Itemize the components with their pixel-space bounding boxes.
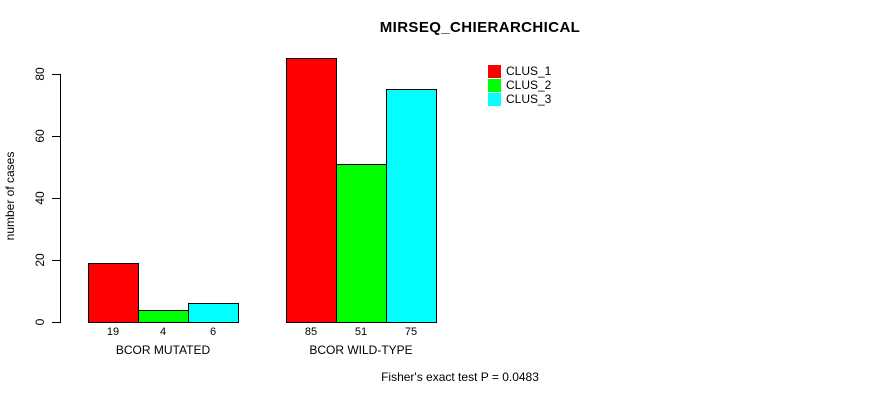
y-tick-label: 20 bbox=[33, 253, 47, 267]
legend-label: CLUS_1 bbox=[506, 64, 552, 78]
legend-swatch-clus-2 bbox=[488, 78, 501, 92]
chart-title: MIRSEQ_CHIERARCHICAL bbox=[379, 19, 581, 36]
legend-swatch-clus-1 bbox=[488, 64, 501, 78]
legend: CLUS_1 CLUS_2 CLUS_3 bbox=[488, 64, 551, 106]
bar-value-label: 75 bbox=[404, 326, 418, 338]
y-tick bbox=[52, 322, 60, 323]
legend-label: CLUS_3 bbox=[506, 92, 552, 106]
x-category-label: BCOR WILD-TYPE bbox=[309, 343, 413, 357]
legend-swatch-clus-3 bbox=[488, 92, 501, 106]
y-tick-label: 40 bbox=[33, 191, 47, 205]
footnote: Fisher's exact test P = 0.0483 bbox=[381, 370, 539, 384]
bar-bcor-wild-type-clus-2 bbox=[336, 164, 387, 323]
legend-item-clus-3: CLUS_3 bbox=[488, 92, 551, 106]
bar-bcor-wild-type-clus-3 bbox=[386, 89, 437, 323]
y-tick-label: 60 bbox=[33, 129, 47, 143]
bar-bcor-wild-type-clus-1 bbox=[286, 58, 337, 323]
bar-value-label: 51 bbox=[354, 326, 368, 338]
y-tick bbox=[52, 136, 60, 137]
y-tick-label: 80 bbox=[33, 67, 47, 81]
bar-bcor-mutated-clus-3 bbox=[188, 303, 239, 323]
x-category-label: BCOR MUTATED bbox=[115, 343, 211, 357]
legend-item-clus-1: CLUS_1 bbox=[488, 64, 551, 78]
y-tick-label: 0 bbox=[33, 318, 47, 326]
legend-label: CLUS_2 bbox=[506, 78, 552, 92]
bar-value-label: 4 bbox=[159, 326, 167, 338]
bar-bcor-mutated-clus-2 bbox=[138, 310, 189, 323]
legend-item-clus-2: CLUS_2 bbox=[488, 78, 551, 92]
bar-value-label: 6 bbox=[209, 326, 217, 338]
bar-value-label: 19 bbox=[106, 326, 120, 338]
y-tick bbox=[52, 74, 60, 75]
y-axis-line bbox=[60, 74, 61, 323]
bar-bcor-mutated-clus-1 bbox=[88, 263, 139, 323]
bar-value-label: 85 bbox=[304, 326, 318, 338]
y-tick bbox=[52, 198, 60, 199]
y-tick bbox=[52, 260, 60, 261]
